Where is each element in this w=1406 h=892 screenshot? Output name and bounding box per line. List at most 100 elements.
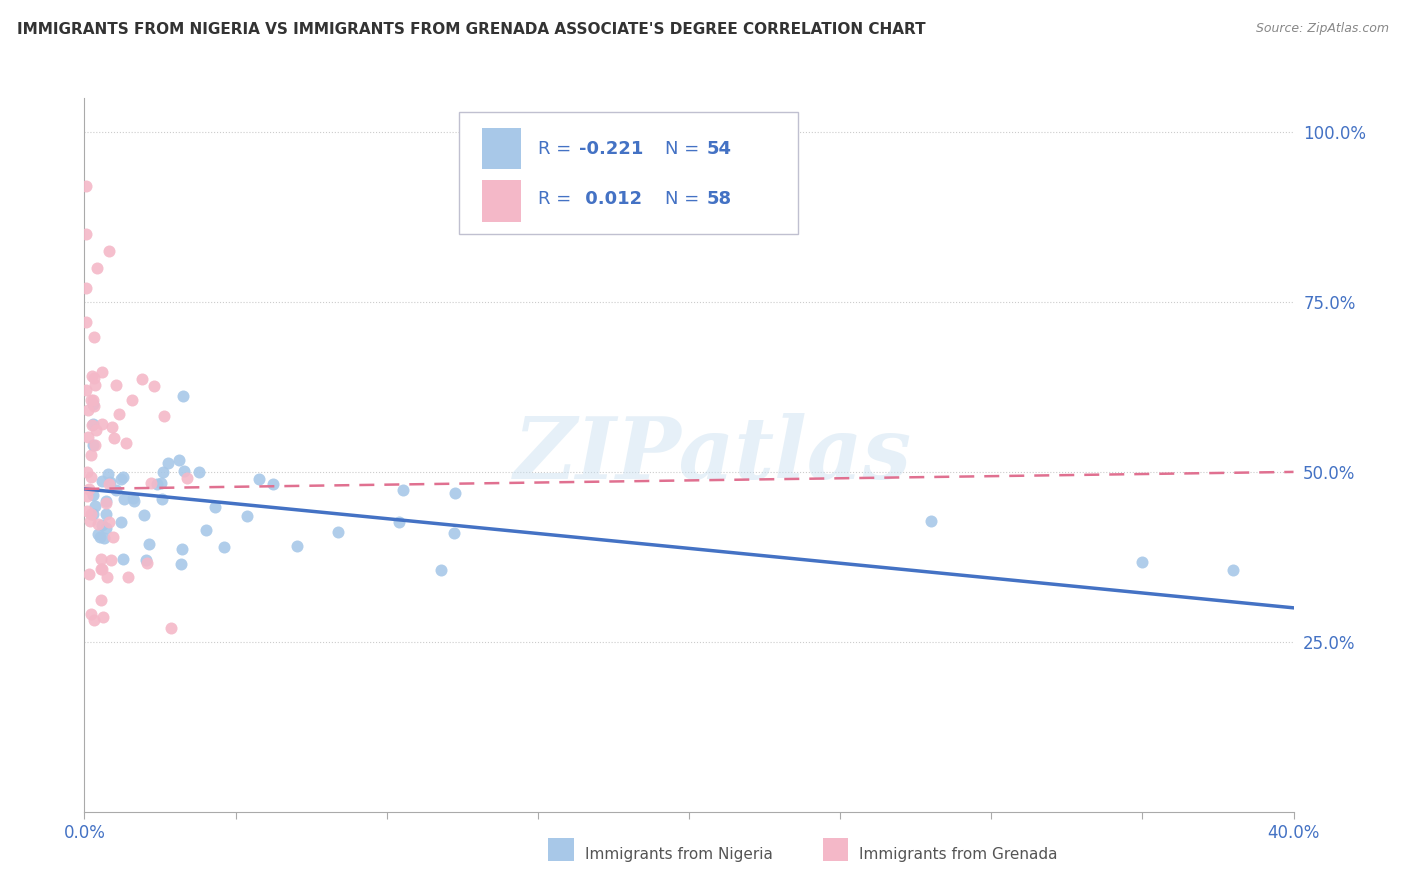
Point	[76, 489, 98, 503]
Text: N =: N =	[665, 140, 704, 158]
Point	[82, 488, 104, 502]
Point	[87, 526, 110, 541]
Point	[91, 609, 114, 624]
Point	[152, 465, 174, 479]
Point	[90, 365, 112, 379]
Point	[94, 507, 117, 521]
Point	[172, 389, 194, 403]
Point	[80, 470, 103, 484]
Point	[97, 467, 120, 482]
Point	[94, 521, 117, 535]
Point	[114, 435, 136, 450]
Point	[135, 556, 157, 570]
Text: IMMIGRANTS FROM NIGERIA VS IMMIGRANTS FROM GRENADA ASSOCIATE'S DEGREE CORRELATIO: IMMIGRANTS FROM NIGERIA VS IMMIGRANTS FR…	[17, 22, 925, 37]
Point	[82, 397, 104, 411]
Point	[82, 417, 104, 432]
Point	[84, 499, 107, 513]
Point	[91, 518, 114, 533]
Point	[97, 244, 120, 258]
Point	[84, 438, 107, 452]
Point	[236, 508, 259, 523]
Text: 54: 54	[707, 140, 733, 158]
Point	[100, 553, 122, 567]
Point	[150, 491, 173, 506]
Point	[83, 370, 105, 384]
Text: N =: N =	[665, 191, 704, 209]
Point	[170, 558, 193, 572]
Point	[83, 399, 105, 413]
Point	[94, 494, 117, 508]
Point	[1132, 555, 1154, 569]
Point	[139, 476, 162, 491]
Point	[328, 524, 350, 539]
Point	[212, 540, 235, 554]
Point	[89, 530, 111, 544]
Point	[105, 483, 128, 498]
Point	[121, 392, 143, 407]
Point	[82, 392, 104, 407]
Point	[90, 593, 112, 607]
Bar	[482, 128, 520, 169]
Point	[138, 537, 160, 551]
Point	[108, 408, 131, 422]
Point	[82, 507, 104, 521]
Point	[82, 438, 104, 452]
Point	[84, 423, 107, 437]
Point	[84, 378, 107, 392]
Point	[104, 378, 127, 392]
Point	[117, 570, 139, 584]
Point	[76, 504, 98, 518]
Point	[87, 516, 110, 531]
Point	[80, 607, 103, 621]
Point	[80, 507, 103, 521]
Point	[262, 477, 284, 491]
Point	[285, 539, 308, 553]
Point	[91, 474, 114, 488]
Point	[83, 613, 105, 627]
Point	[111, 470, 134, 484]
Point	[444, 485, 467, 500]
Point	[173, 463, 195, 477]
Point	[131, 372, 153, 386]
Point	[90, 562, 112, 576]
FancyBboxPatch shape	[460, 112, 797, 234]
Text: Source: ZipAtlas.com: Source: ZipAtlas.com	[1256, 22, 1389, 36]
Point	[112, 492, 135, 507]
Point	[247, 471, 270, 485]
Point	[97, 477, 120, 491]
Text: 58: 58	[707, 191, 733, 209]
Text: 0.012: 0.012	[579, 191, 643, 209]
Point	[75, 227, 97, 241]
Point	[159, 621, 181, 635]
Point	[392, 483, 415, 498]
Point	[121, 491, 143, 506]
Bar	[482, 180, 520, 221]
Point	[920, 514, 942, 528]
Point	[134, 508, 156, 522]
Point	[80, 448, 103, 462]
Point	[176, 471, 198, 485]
Point	[86, 261, 108, 276]
Point	[443, 526, 465, 541]
Point	[111, 552, 134, 566]
Point	[142, 379, 165, 393]
Point	[110, 472, 132, 486]
Point	[94, 496, 117, 510]
Point	[100, 419, 122, 434]
Point	[75, 281, 97, 295]
Point	[169, 452, 191, 467]
Point	[91, 562, 114, 576]
Point	[1222, 563, 1244, 577]
Point	[170, 541, 193, 556]
Point	[77, 402, 100, 417]
Text: R =: R =	[538, 140, 576, 158]
Point	[188, 465, 211, 479]
Text: ZIPatlas: ZIPatlas	[515, 413, 912, 497]
Text: -0.221: -0.221	[579, 140, 644, 158]
Point	[75, 384, 97, 398]
Point	[90, 551, 112, 566]
Point	[388, 516, 411, 530]
Point	[122, 494, 145, 508]
Point	[145, 477, 167, 491]
Point	[79, 482, 101, 496]
